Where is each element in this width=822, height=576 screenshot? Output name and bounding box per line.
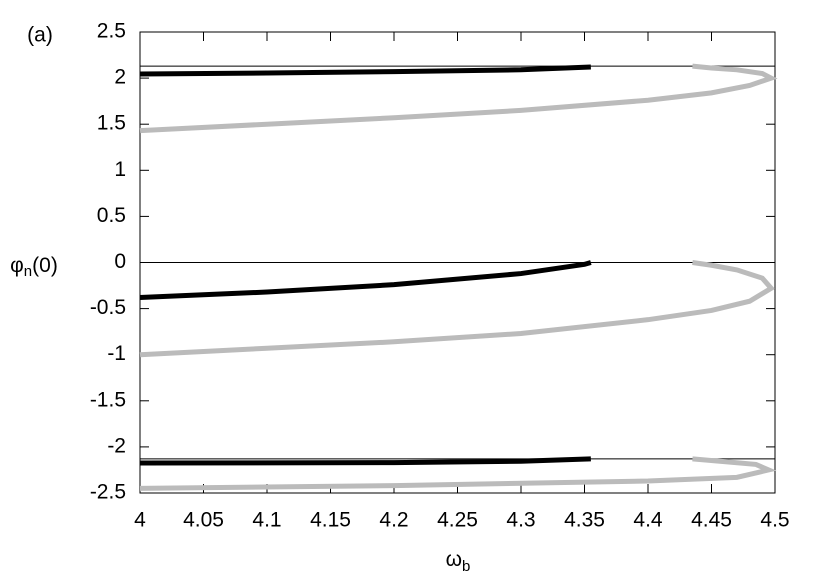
x-tick-label: 4.25 [437,509,478,532]
line [139,456,591,466]
x-tick-label: 4.35 [564,509,605,532]
x-tick-label: 4 [134,509,146,532]
y-tick-label: -0.5 [90,296,126,319]
y-tick-label: 1.5 [97,112,126,135]
line [139,456,777,491]
line [139,64,591,77]
y-tick-label: -2 [107,434,126,457]
x-label-main: ω [446,548,462,571]
y-axis-label: φn(0) [10,254,58,280]
y-tick-label: 2.5 [97,20,126,43]
y-tick-label: -1 [107,342,126,365]
x-axis-label: ωb [446,548,471,575]
x-tick-label: 4.45 [691,509,732,532]
x-label-sub: b [462,558,470,575]
y-label-main: φ [10,254,24,277]
line [139,260,592,301]
y-label-sub: n [24,263,32,280]
line [139,63,778,134]
x-tick-label: 4.15 [310,509,351,532]
y-tick-label: -2.5 [90,481,126,504]
y-label-arg: (0) [32,254,58,277]
x-tick-label: 4.2 [379,509,408,532]
x-tick-label: 4.3 [506,509,535,532]
annotation: (a) [27,24,53,47]
y-tick-label: -1.5 [90,388,126,411]
x-tick-label: 4.1 [252,509,281,532]
y-tick-label: 0.5 [97,204,126,227]
y-tick-label: 2 [114,66,126,89]
x-tick-label: 4.5 [760,509,789,532]
y-tick-label: 1 [114,158,126,181]
x-tick-label: 4.05 [183,509,224,532]
line [139,260,776,358]
x-tick-label: 4.4 [633,509,663,532]
y-tick-label: 0 [114,250,126,273]
